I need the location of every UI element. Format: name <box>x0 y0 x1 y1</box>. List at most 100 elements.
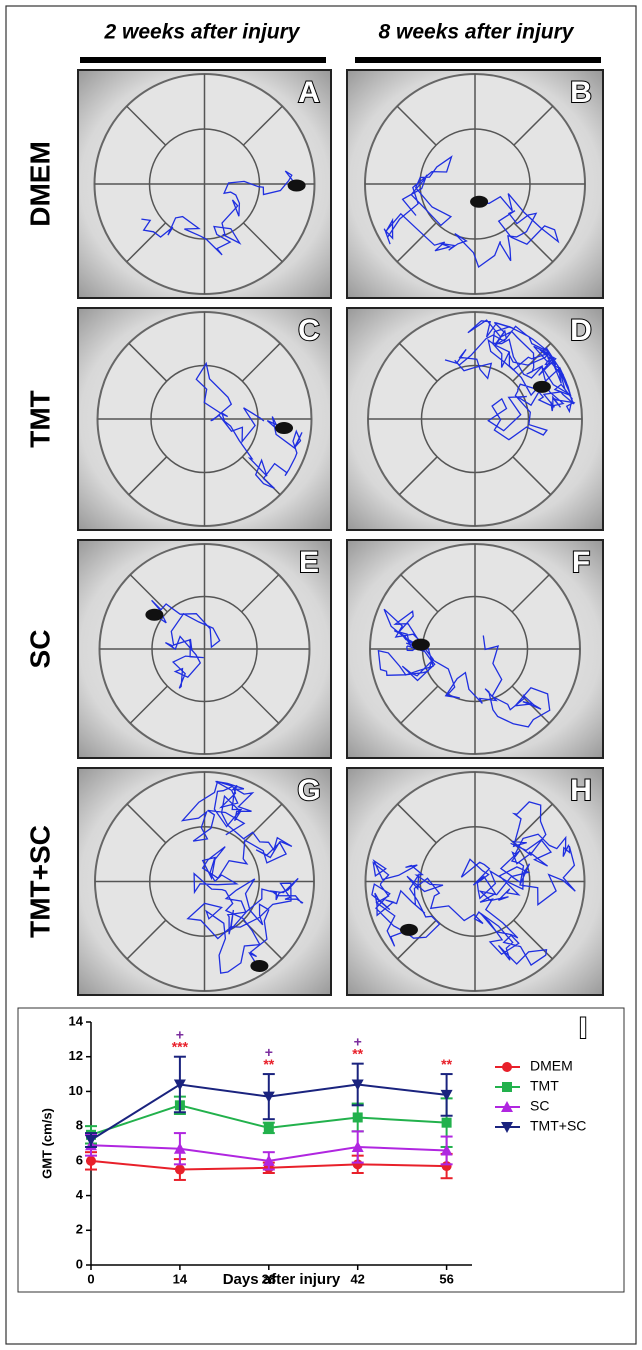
legend-label: TMT <box>530 1078 559 1094</box>
marker <box>173 1079 186 1091</box>
track <box>371 801 576 967</box>
annotation: + <box>354 1033 362 1049</box>
arena-line <box>397 919 437 960</box>
column-bar <box>355 57 601 63</box>
marker <box>263 1122 274 1133</box>
marker <box>85 1135 97 1147</box>
arena-line <box>396 105 437 146</box>
animal <box>275 422 294 435</box>
photo-panel: D <box>346 307 604 531</box>
panel-letter: E <box>299 546 319 579</box>
marker <box>440 1089 453 1101</box>
animal <box>532 380 551 393</box>
arena-line <box>242 222 283 263</box>
marker <box>262 1154 275 1166</box>
marker <box>440 1144 453 1156</box>
legend-label: SC <box>530 1098 549 1114</box>
arena-line <box>397 803 437 844</box>
track <box>444 319 576 441</box>
y-tick-label: 6 <box>76 1152 83 1167</box>
arena-line <box>126 105 167 146</box>
panel-letter: G <box>297 774 320 807</box>
panel-letter: A <box>298 76 320 109</box>
arena-line <box>126 803 167 844</box>
photo-panel: A <box>77 69 332 299</box>
panel-letter: B <box>570 76 592 109</box>
track <box>195 361 303 489</box>
arena-line <box>513 105 554 146</box>
column-header: 8 weeks after injury <box>379 21 575 44</box>
arena-line <box>126 222 167 263</box>
marker <box>441 1117 452 1128</box>
track <box>180 780 304 974</box>
marker <box>351 1140 364 1152</box>
arena-line <box>129 574 168 613</box>
column-header: 2 weeks after injury <box>104 21 301 44</box>
legend-marker <box>502 1082 512 1092</box>
y-tick-label: 0 <box>76 1256 83 1271</box>
annotation: + <box>176 1026 184 1042</box>
panel-letter: F <box>572 546 590 579</box>
panel-letter: C <box>298 314 320 347</box>
arena-line <box>241 574 280 613</box>
panel-letter: D <box>570 314 592 347</box>
annotation: ** <box>441 1056 452 1072</box>
arena-line <box>513 222 554 263</box>
track <box>141 170 298 256</box>
annotation: ** <box>352 1045 363 1061</box>
marker <box>351 1079 364 1091</box>
photo-panel: E <box>77 539 332 759</box>
track <box>151 599 221 689</box>
arena-line <box>242 105 283 146</box>
photo-panel: G <box>77 767 332 996</box>
arena-line <box>400 685 439 724</box>
y-tick-label: 12 <box>69 1048 83 1063</box>
annotation: ** <box>263 1056 274 1072</box>
arena-line <box>398 456 438 496</box>
x-tick-label: 14 <box>173 1271 188 1286</box>
animal <box>399 923 418 936</box>
arena-line <box>126 919 167 960</box>
x-tick-label: 28 <box>262 1271 276 1286</box>
chart-frame <box>17 1007 625 1293</box>
photo-panel: B <box>346 69 604 299</box>
y-tick-label: 2 <box>76 1222 83 1237</box>
arena-line <box>513 803 553 844</box>
legend-marker <box>501 1122 513 1133</box>
arena-line <box>241 342 281 382</box>
annotation: + <box>265 1044 273 1060</box>
x-tick-label: 0 <box>87 1271 94 1286</box>
arena-line <box>128 342 168 382</box>
arena-line <box>512 456 552 496</box>
row-label: TMT+SC <box>24 825 55 938</box>
animal <box>145 608 164 621</box>
animal <box>411 638 430 651</box>
arena-line <box>242 803 283 844</box>
legend-marker <box>502 1062 512 1072</box>
photo-panel: H <box>346 767 604 996</box>
panel-letter: I <box>579 1012 587 1045</box>
arena-line <box>511 574 550 613</box>
column-bar <box>80 57 326 63</box>
annotation: *** <box>172 1038 189 1054</box>
marker <box>174 1164 185 1175</box>
figure-frame <box>5 5 637 1345</box>
y-tick-label: 14 <box>69 1013 84 1028</box>
arena-line <box>129 685 168 724</box>
x-axis-label: Days after injury <box>223 1271 341 1288</box>
arena-line <box>400 574 439 613</box>
legend-marker <box>501 1101 513 1112</box>
y-axis-label: GMT (cm/s) <box>39 1108 54 1179</box>
legend-label: TMT+SC <box>530 1118 586 1134</box>
y-tick-label: 4 <box>76 1187 84 1202</box>
x-tick-label: 42 <box>350 1271 364 1286</box>
animal <box>470 195 489 208</box>
marker <box>173 1142 186 1154</box>
y-tick-label: 8 <box>76 1118 83 1133</box>
row-label: SC <box>24 630 55 669</box>
y-tick-label: 10 <box>69 1083 83 1098</box>
x-tick-label: 56 <box>439 1271 453 1286</box>
photo-panel: F <box>346 539 604 759</box>
track <box>383 155 560 269</box>
